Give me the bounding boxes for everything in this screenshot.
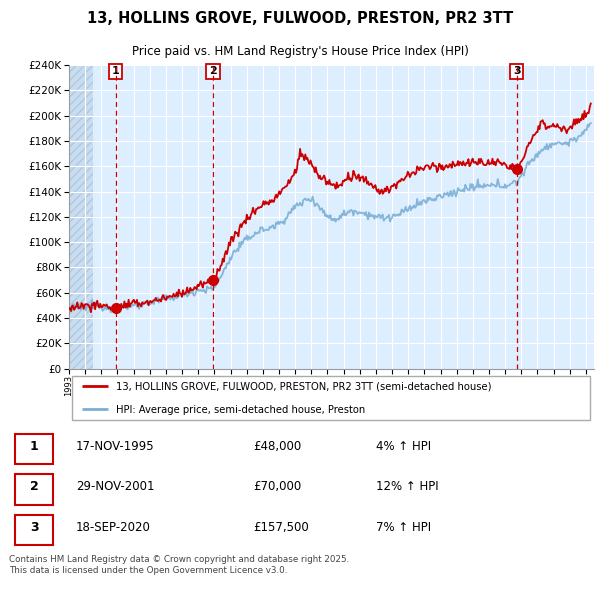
Text: 3: 3	[30, 521, 38, 534]
Text: 4% ↑ HPI: 4% ↑ HPI	[376, 440, 431, 453]
Text: 2: 2	[209, 67, 217, 77]
Text: 3: 3	[513, 67, 521, 77]
Text: Price paid vs. HM Land Registry's House Price Index (HPI): Price paid vs. HM Land Registry's House …	[131, 45, 469, 58]
FancyBboxPatch shape	[15, 515, 53, 545]
Text: £70,000: £70,000	[253, 480, 302, 493]
Text: £157,500: £157,500	[253, 521, 309, 534]
FancyBboxPatch shape	[15, 434, 53, 464]
Text: 17-NOV-1995: 17-NOV-1995	[76, 440, 155, 453]
Text: Contains HM Land Registry data © Crown copyright and database right 2025.
This d: Contains HM Land Registry data © Crown c…	[9, 556, 349, 575]
Text: £48,000: £48,000	[253, 440, 302, 453]
Text: 18-SEP-2020: 18-SEP-2020	[76, 521, 151, 534]
FancyBboxPatch shape	[15, 474, 53, 504]
Text: 7% ↑ HPI: 7% ↑ HPI	[376, 521, 431, 534]
Text: 29-NOV-2001: 29-NOV-2001	[76, 480, 154, 493]
Text: 2: 2	[29, 480, 38, 493]
Text: 1: 1	[112, 67, 119, 77]
Bar	[69, 65, 93, 369]
Text: HPI: Average price, semi-detached house, Preston: HPI: Average price, semi-detached house,…	[116, 405, 365, 415]
Text: 1: 1	[29, 440, 38, 453]
Text: 13, HOLLINS GROVE, FULWOOD, PRESTON, PR2 3TT (semi-detached house): 13, HOLLINS GROVE, FULWOOD, PRESTON, PR2…	[116, 382, 492, 392]
Text: 12% ↑ HPI: 12% ↑ HPI	[376, 480, 438, 493]
Text: 13, HOLLINS GROVE, FULWOOD, PRESTON, PR2 3TT: 13, HOLLINS GROVE, FULWOOD, PRESTON, PR2…	[87, 11, 513, 26]
FancyBboxPatch shape	[71, 376, 590, 420]
